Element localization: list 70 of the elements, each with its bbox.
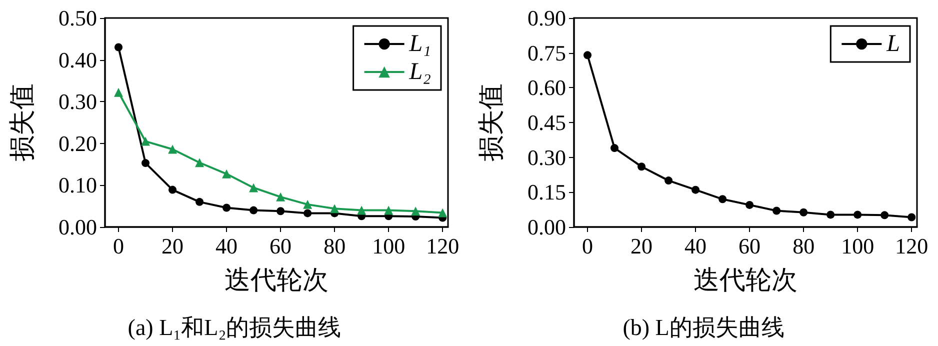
- point: [276, 192, 286, 202]
- point: [664, 176, 673, 185]
- point: [330, 204, 340, 214]
- y-tick-label: 0.90: [528, 6, 566, 30]
- point: [195, 158, 204, 168]
- x-tick-label: 20: [162, 234, 184, 258]
- point: [303, 200, 312, 209]
- y-tick-label: 0.75: [528, 40, 566, 66]
- point: [114, 43, 123, 52]
- text: (b) L的损失曲线: [622, 315, 784, 340]
- y-tick-label: 0.15: [528, 180, 566, 205]
- x-tick-label: 100: [841, 234, 874, 258]
- y-tick-label: 0.40: [58, 47, 97, 72]
- point: [800, 208, 808, 216]
- legend-label: L: [886, 31, 900, 57]
- x-tick-label: 120: [895, 234, 928, 258]
- x-tick-label: 40: [216, 234, 238, 258]
- point: [610, 144, 619, 152]
- y-tick-label: 0.50: [58, 6, 97, 30]
- point: [142, 159, 150, 168]
- point: [222, 169, 232, 178]
- x-tick-label: 80: [792, 234, 815, 258]
- x-tick-label: 40: [684, 234, 707, 258]
- point: [584, 51, 592, 60]
- point: [826, 210, 835, 219]
- y-tick-label: 0.30: [58, 89, 97, 114]
- point: [304, 209, 312, 218]
- y-tick-label: 0.10: [58, 172, 97, 198]
- point: [692, 186, 700, 194]
- x-tick-label: 60: [270, 234, 292, 258]
- point: [114, 88, 124, 97]
- point: [746, 200, 754, 209]
- legend-label: L₂: [408, 59, 432, 85]
- point: [384, 206, 394, 215]
- point: [249, 183, 258, 192]
- point: [411, 206, 420, 216]
- point: [854, 210, 862, 219]
- x-tick-label: 0: [113, 234, 124, 258]
- y-tick-label: 0.60: [528, 75, 566, 100]
- x-axis-title: 迭代轮次: [224, 266, 328, 294]
- x-tick-label: 20: [630, 234, 653, 258]
- point: [772, 206, 781, 215]
- text: (a) L₁和L₂的损失曲线: [128, 315, 342, 340]
- point: [168, 144, 178, 154]
- point: [638, 162, 646, 171]
- y-axis-title: 损失值: [476, 84, 506, 162]
- y-tick-label: 0.00: [528, 214, 566, 240]
- y-axis-title: 损失值: [8, 84, 36, 162]
- x-axis-title: 迭代轮次: [694, 266, 798, 294]
- point: [908, 213, 916, 222]
- x-tick-label: 60: [738, 234, 761, 258]
- point: [168, 186, 177, 194]
- y-tick-label: 0.20: [58, 130, 97, 156]
- x-tick-label: 0: [582, 234, 594, 258]
- point: [141, 136, 150, 146]
- y-tick-label: 0.00: [58, 214, 97, 240]
- point: [222, 204, 231, 212]
- point: [196, 198, 204, 206]
- x-tick-label: 80: [324, 234, 346, 258]
- point: [276, 207, 285, 216]
- y-tick-label: 0.30: [528, 144, 566, 170]
- point: [718, 195, 727, 204]
- point: [880, 211, 889, 220]
- x-tick-label: 120: [426, 234, 460, 258]
- y-tick-label: 0.45: [528, 110, 566, 135]
- point: [438, 208, 448, 218]
- x-tick-label: 100: [372, 234, 406, 258]
- point: [357, 206, 366, 215]
- point: [250, 206, 258, 214]
- legend-label: L₁: [408, 31, 432, 57]
